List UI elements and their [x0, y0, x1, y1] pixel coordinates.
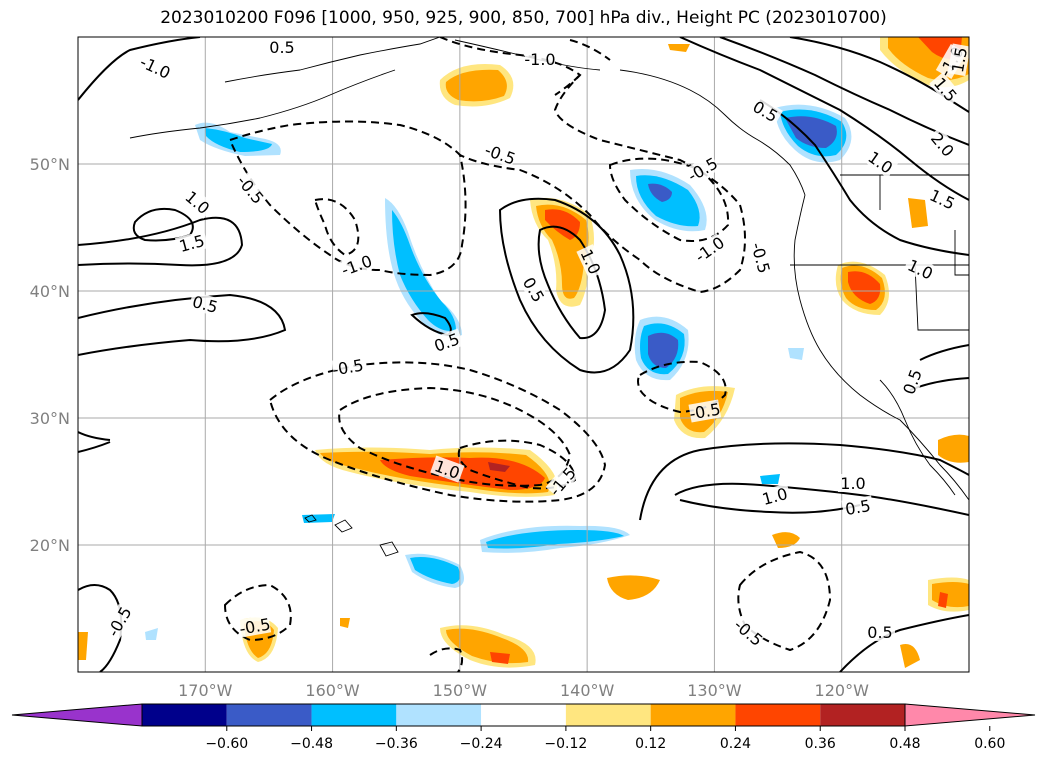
shade-positive — [908, 198, 928, 228]
shade-positive — [488, 462, 510, 472]
shade-negative — [648, 332, 679, 368]
contour-label: 0.5 — [841, 495, 875, 519]
latitude-axis: 50°N 40°N 30°N 20°N — [30, 155, 70, 555]
longitude-tick-label: 140°W — [560, 681, 615, 700]
shade-negative — [392, 210, 456, 331]
contour-label: 1.5 — [947, 43, 971, 77]
colorbar: −0.60 −0.48 −0.36 −0.24 −0.12 0.12 0.24 0.36 0.4… — [11, 703, 1036, 752]
longitude-tick-label: 130°W — [687, 681, 742, 700]
svg-text:1.5: 1.5 — [948, 46, 971, 74]
shade-positive — [607, 575, 660, 600]
shade-positive — [938, 592, 948, 608]
shade-negative — [648, 183, 672, 202]
map-gridlines — [78, 37, 969, 672]
map-title: 2023010200 F096 [1000, 950, 925, 900, 85… — [160, 8, 887, 28]
colorbar-swatch — [481, 704, 566, 726]
contour-label: 0.5 — [267, 38, 297, 57]
contour-label-layer: 0.5-1.0-1.0-0.50.5-0.51.01.5-1.00.50.51.… — [104, 38, 971, 650]
svg-text:0.5: 0.5 — [867, 623, 892, 642]
colorbar-tick-label: 0.48 — [889, 736, 920, 752]
colorbar-tick-label: −0.24 — [460, 736, 503, 752]
contour-label: 0.5 — [865, 623, 895, 642]
svg-text:1.0: 1.0 — [840, 474, 865, 493]
height-contours-negative — [223, 37, 832, 672]
latitude-tick-label: 30°N — [30, 409, 70, 428]
latitude-tick-label: 40°N — [30, 282, 70, 301]
colorbar-tick-label: 0.24 — [720, 736, 751, 752]
longitude-tick-label: 150°W — [433, 681, 488, 700]
shade-positive — [78, 632, 88, 660]
shade-negative — [760, 474, 780, 484]
colorbar-swatch — [396, 704, 482, 726]
shade-negative — [145, 628, 158, 640]
colorbar-swatch — [650, 704, 736, 726]
contour-label: -1.0 — [524, 50, 556, 69]
colorbar-tick-label: −0.12 — [544, 736, 587, 752]
shade-negative — [486, 530, 624, 549]
contour-label: 1.0 — [757, 483, 792, 509]
colorbar-tick-label: 0.12 — [635, 736, 666, 752]
svg-text:-1.0: -1.0 — [524, 50, 555, 69]
shade-negative — [788, 348, 804, 360]
height-contours-positive — [78, 37, 969, 672]
longitude-tick-label: 120°W — [815, 681, 870, 700]
shade-positive — [445, 69, 507, 102]
colorbar-tick-label: −0.48 — [290, 736, 333, 752]
shade-positive — [938, 434, 969, 463]
svg-text:0.5: 0.5 — [269, 38, 294, 57]
longitude-tick-label: 160°W — [305, 681, 360, 700]
shade-negative — [302, 514, 335, 523]
colorbar-tick-label: 0.60 — [974, 736, 1005, 752]
shade-negative — [410, 557, 460, 584]
colorbar-swatch — [735, 704, 821, 726]
longitude-tick-label: 170°W — [178, 681, 233, 700]
colorbar-swatch — [226, 704, 312, 726]
latitude-tick-label: 50°N — [30, 155, 70, 174]
map-frame — [77, 36, 970, 673]
coastlines — [129, 37, 969, 557]
colorbar-tick-label: −0.36 — [375, 736, 418, 752]
colorbar-swatch — [820, 704, 905, 726]
colorbar-swatch — [565, 704, 651, 726]
shade-positive — [848, 271, 881, 304]
svg-text:0.5: 0.5 — [844, 496, 872, 519]
shade-negative — [205, 128, 272, 152]
shade-positive — [772, 532, 800, 548]
shade-positive — [490, 652, 510, 664]
colorbar-frame — [141, 703, 906, 727]
contour-label: 1.0 — [838, 474, 868, 493]
shade-positive — [340, 618, 350, 628]
colorbar-tick-label: 0.36 — [805, 736, 836, 752]
contour-label: -0.5 — [688, 399, 722, 423]
colorbar-tick-label: −0.60 — [205, 736, 248, 752]
longitude-axis: 170°W 160°W 150°W 140°W 130°W 120°W — [178, 681, 869, 700]
colorbar-swatch — [311, 704, 397, 726]
colorbar-extend-low — [11, 703, 143, 727]
shade-positive — [900, 644, 920, 668]
shade-negative — [785, 116, 837, 148]
latitude-tick-label: 20°N — [30, 536, 70, 555]
colorbar-swatch — [142, 704, 227, 726]
colorbar-extend-high — [904, 703, 1036, 727]
shade-positive — [668, 44, 690, 52]
